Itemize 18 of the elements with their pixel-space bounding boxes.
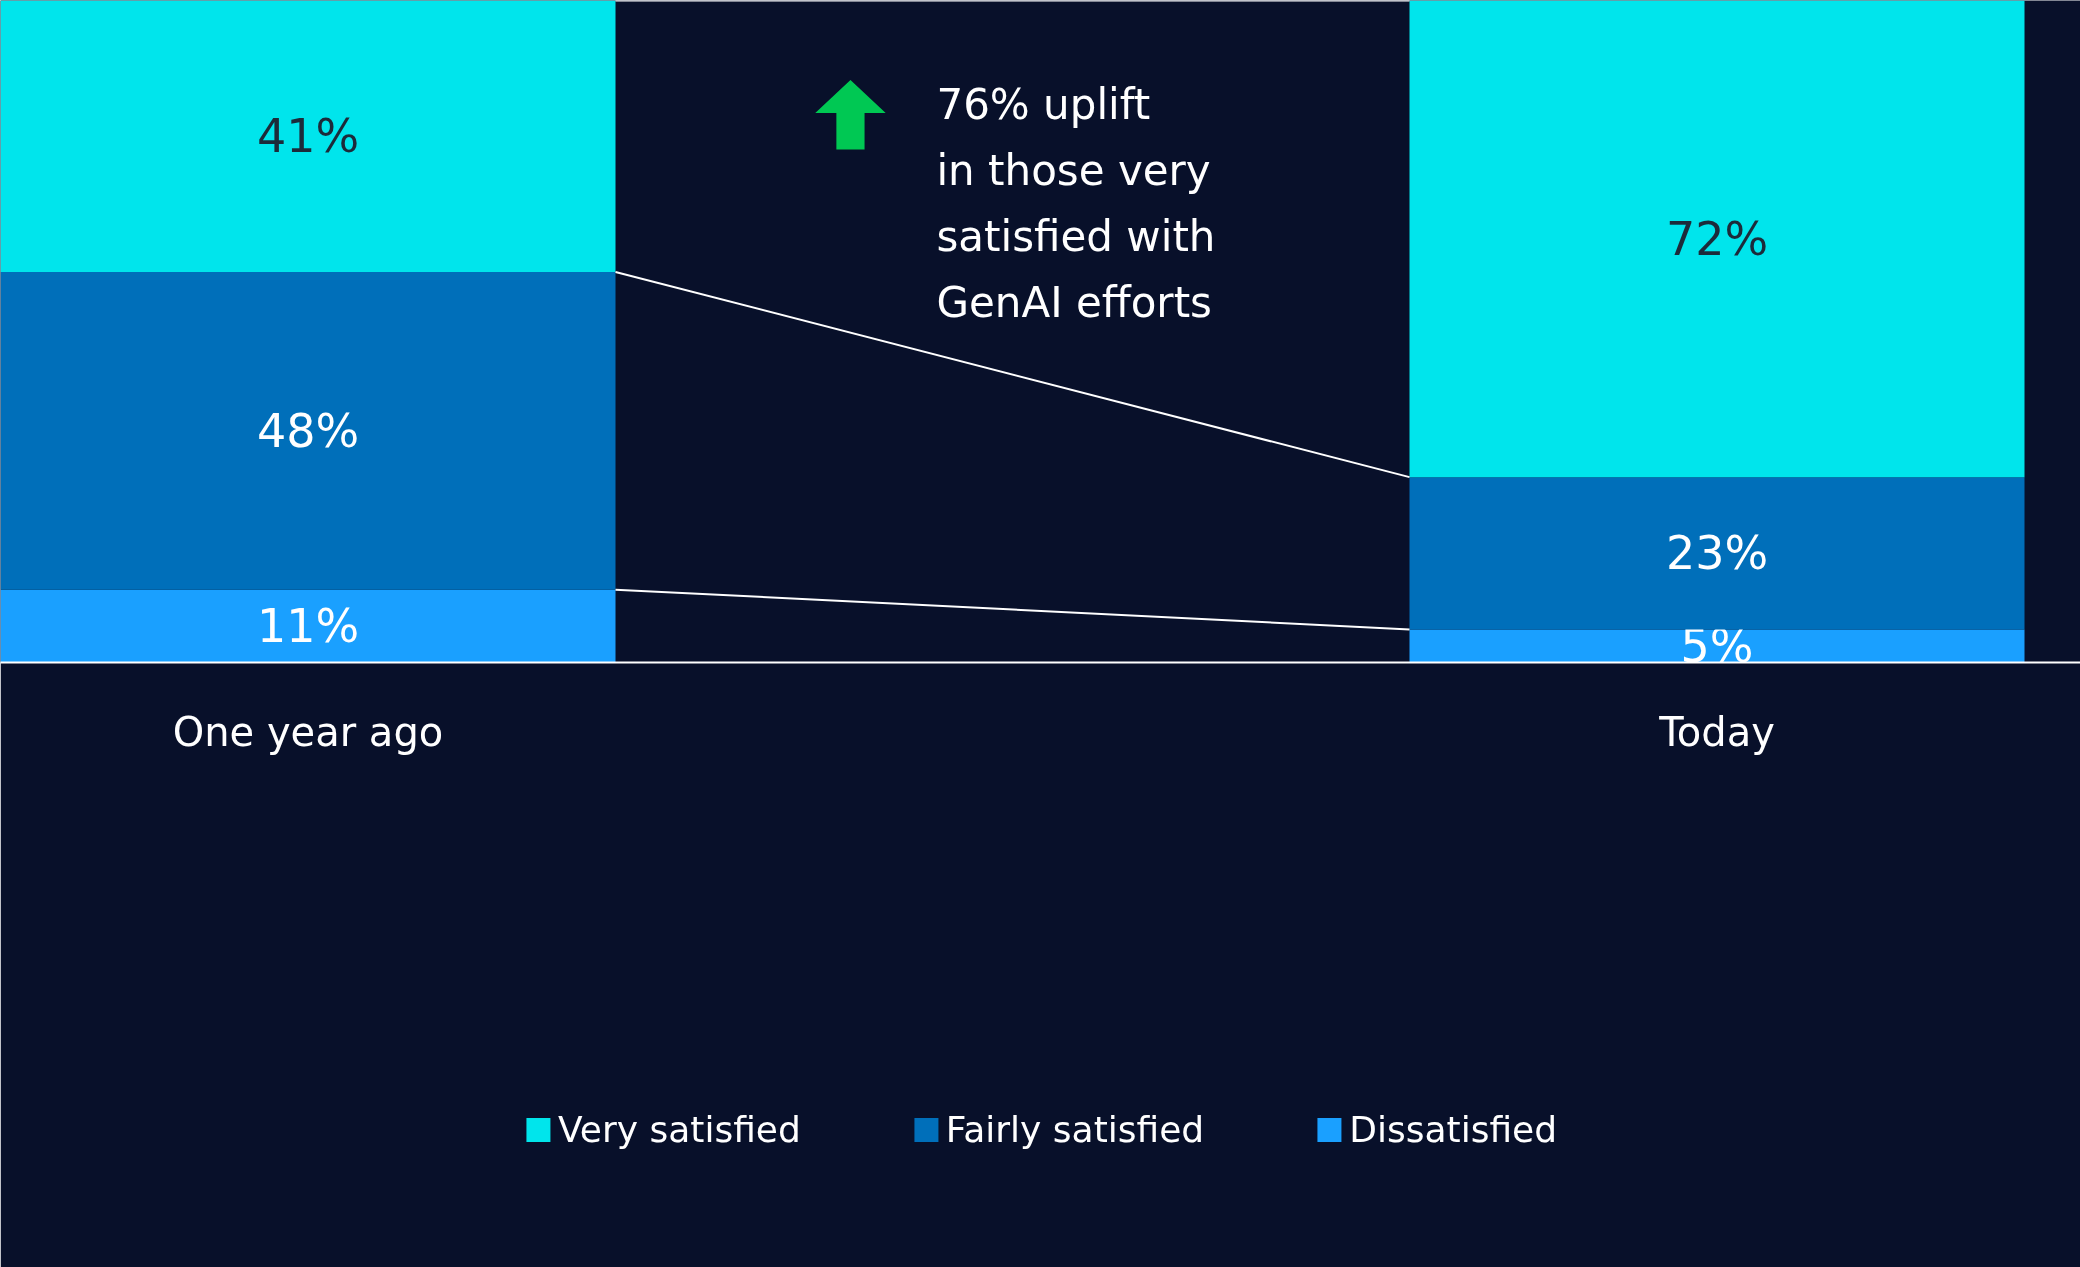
legend-label: Dissatisfied [1349,1108,1558,1150]
x-tick-label: Today [1658,708,1775,755]
bar [1409,629,2025,663]
legend-label: Fairly satisfied [945,1108,1205,1150]
bar [1409,477,2025,630]
data-label: 48% [256,403,360,458]
annotation: 76% uplift in those very satisfied with GenAI efforts [936,79,1216,328]
data-label: 72% [1665,211,1769,266]
legend-label: Very satisfied [557,1108,801,1150]
data-label: 11% [256,599,360,654]
bar [1409,0,2025,478]
data-label: 41% [256,109,360,164]
x-tick-label: One year ago [172,708,444,755]
data-label: 23% [1665,526,1769,581]
bar [0,271,616,590]
data-label: 5% [1680,618,1754,673]
bar [0,0,616,272]
bar [0,589,616,663]
